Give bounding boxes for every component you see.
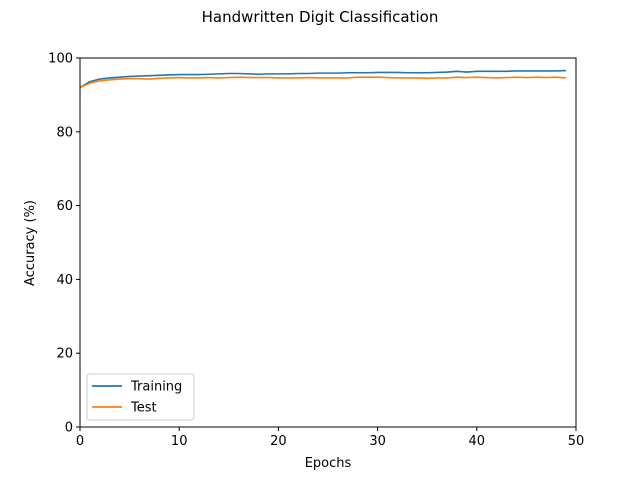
y-tick-label: 40 xyxy=(56,273,73,288)
legend: Training Test xyxy=(86,373,195,421)
plot-frame xyxy=(79,57,577,428)
x-axis-label: Epochs xyxy=(305,456,352,471)
y-tick-label: 0 xyxy=(65,421,73,436)
chart-title: Handwritten Digit Classification xyxy=(202,8,439,26)
x-tick-label: 20 xyxy=(270,434,287,449)
x-tick-label: 40 xyxy=(469,434,486,449)
y-tick-label: 20 xyxy=(56,347,73,362)
y-tick-label: 60 xyxy=(56,199,73,214)
series-line-test xyxy=(79,76,567,89)
y-axis-label: Accuracy (%) xyxy=(23,200,38,286)
x-tick-label: 0 xyxy=(76,434,84,449)
legend-label-test: Test xyxy=(130,401,157,416)
y-tick-label: 80 xyxy=(56,125,73,140)
x-tick-label: 50 xyxy=(568,434,585,449)
plot-area xyxy=(79,57,577,428)
x-tick-label: 30 xyxy=(369,434,386,449)
y-tick-label: 100 xyxy=(48,52,73,67)
x-tick-label: 10 xyxy=(171,434,188,449)
axis-ticks: 0 10 20 30 40 50 0 20 40 60 80 100 xyxy=(48,52,584,450)
legend-label-training: Training xyxy=(130,380,182,395)
series-line-training xyxy=(79,69,567,89)
